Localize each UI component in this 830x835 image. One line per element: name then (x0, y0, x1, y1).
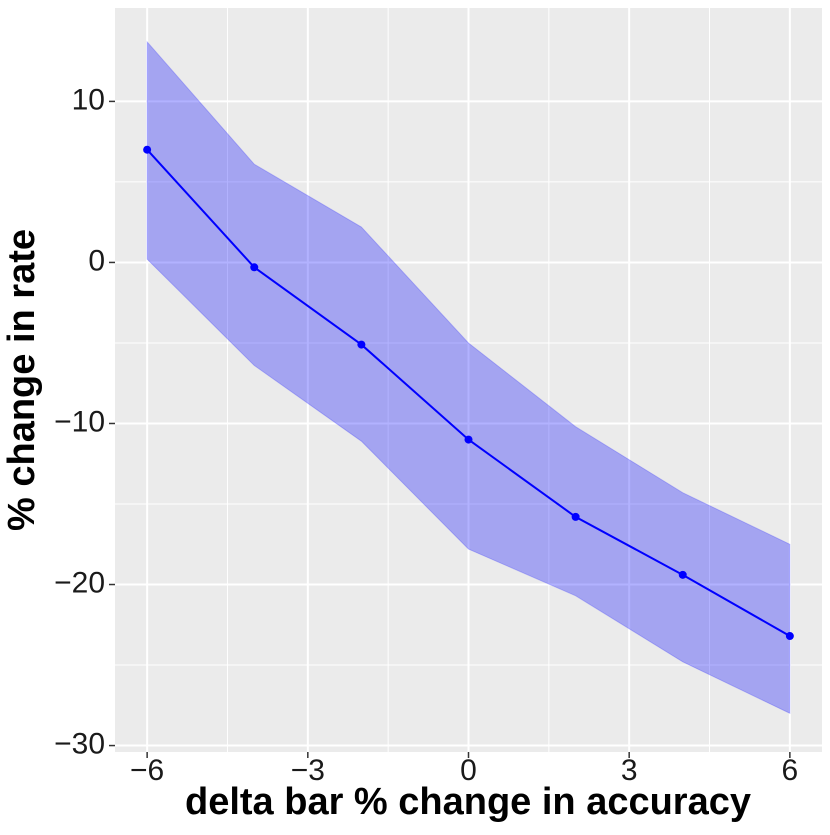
y-tick-label: −20 (54, 566, 105, 599)
point (785, 632, 794, 641)
y-tick-label: 10 (72, 83, 105, 116)
point (464, 435, 473, 444)
point (143, 145, 152, 154)
point (357, 340, 366, 349)
point (571, 512, 580, 521)
point (678, 570, 687, 579)
x-tick-label: 3 (621, 754, 638, 787)
y-tick-label: −30 (54, 727, 105, 760)
x-axis-label: delta bar % change in accuracy (185, 781, 751, 823)
x-tick-label: −6 (130, 754, 164, 787)
y-tick-label: 0 (88, 244, 105, 277)
x-tick-label: 0 (460, 754, 477, 787)
x-tick-label: 6 (782, 754, 799, 787)
x-tick-label: −3 (291, 754, 325, 787)
y-axis-label: % change in rate (1, 229, 43, 531)
plot (143, 40, 794, 715)
point (250, 263, 259, 272)
y-tick-label: −10 (54, 405, 105, 438)
grid (115, 8, 822, 752)
